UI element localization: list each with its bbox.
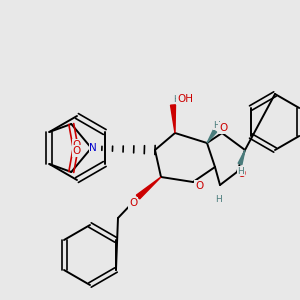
Text: O: O: [129, 198, 137, 208]
Text: OH: OH: [177, 94, 193, 104]
Polygon shape: [238, 150, 245, 165]
Text: O: O: [195, 181, 203, 191]
Text: H: H: [214, 121, 220, 130]
Text: O: O: [219, 123, 227, 133]
Polygon shape: [136, 177, 161, 199]
Text: H: H: [174, 94, 180, 103]
Text: O: O: [238, 169, 246, 179]
Text: O: O: [72, 140, 80, 150]
Polygon shape: [207, 130, 217, 143]
Text: H: H: [238, 167, 244, 176]
Polygon shape: [170, 105, 175, 133]
Text: N: N: [89, 143, 97, 153]
Text: H: H: [214, 194, 221, 203]
Text: O: O: [72, 146, 80, 156]
